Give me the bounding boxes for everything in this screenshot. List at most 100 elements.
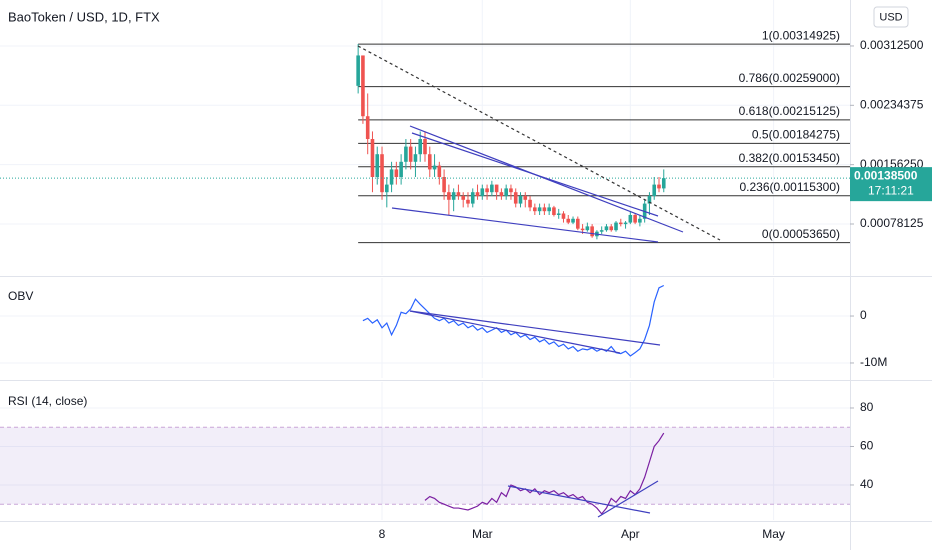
candle-body xyxy=(365,116,370,140)
y-tick-label: 60 xyxy=(860,439,874,453)
candle-body xyxy=(504,188,508,196)
candle-body xyxy=(547,207,551,212)
candle-body xyxy=(638,218,642,223)
candle-body xyxy=(647,195,652,204)
candle-body xyxy=(528,199,532,208)
candle-body xyxy=(380,154,384,193)
marks xyxy=(0,43,850,515)
trend-line xyxy=(391,207,659,243)
last-price-label: 0.00138500 xyxy=(854,168,918,182)
candle-body xyxy=(427,154,432,170)
fib-label: 1(0.00314925) xyxy=(762,28,840,42)
candle-body xyxy=(394,169,399,178)
candle-body xyxy=(418,139,423,155)
candle-body xyxy=(399,161,403,178)
candle-body xyxy=(408,146,413,162)
candle-body xyxy=(585,226,590,231)
candle-body xyxy=(499,192,504,196)
candle-body xyxy=(404,146,408,162)
candle-body xyxy=(461,195,466,200)
candle-body xyxy=(389,169,394,185)
candle-body xyxy=(542,207,547,212)
currency-button[interactable] xyxy=(873,6,909,28)
candle-body xyxy=(475,192,480,196)
candle-body xyxy=(361,55,365,117)
trend-line xyxy=(409,310,661,346)
candle-body xyxy=(623,222,628,225)
fib-label: 0.236(0.00115300) xyxy=(739,180,840,194)
candle-body xyxy=(652,184,657,196)
candle-body xyxy=(442,177,446,193)
candle-body xyxy=(571,218,575,223)
x-tick-label: Mar xyxy=(472,527,493,541)
candle-body xyxy=(447,192,451,200)
candle-body xyxy=(470,192,475,204)
candle-body xyxy=(485,188,489,193)
candle-body xyxy=(576,218,580,229)
last-price-tag xyxy=(850,167,932,202)
candle-body xyxy=(456,192,461,196)
x-tick-label: Apr xyxy=(621,527,640,541)
candle-body xyxy=(633,214,637,223)
candle-body xyxy=(490,184,494,193)
candle-body xyxy=(614,222,618,231)
x-tick-label: 8 xyxy=(379,527,386,541)
candle-body xyxy=(356,55,360,86)
grid xyxy=(0,0,850,520)
candle-body xyxy=(580,228,585,231)
pane-title: RSI (14, close) xyxy=(8,394,87,408)
candle-body xyxy=(437,165,442,178)
trend-line xyxy=(507,485,651,514)
indicator-line xyxy=(362,284,665,357)
currency-label[interactable]: USD xyxy=(879,11,902,23)
y-tick-label: 80 xyxy=(860,400,874,414)
fib-label: 0(0.00053650) xyxy=(762,227,840,241)
candle-body xyxy=(375,154,380,178)
candle-body xyxy=(628,214,633,223)
candle-body xyxy=(599,230,604,232)
candle-body xyxy=(533,207,537,212)
candle-body xyxy=(661,178,666,189)
y-tick-label: 0.00234375 xyxy=(860,97,924,111)
trend-line xyxy=(409,310,621,354)
fib-label: 0.5(0.00184275) xyxy=(752,128,840,142)
candle-body xyxy=(432,165,437,170)
candle-body xyxy=(604,226,609,231)
candle-body xyxy=(618,222,623,225)
candle-body xyxy=(537,207,542,212)
candle-body xyxy=(370,139,375,178)
countdown-label: 17:11:21 xyxy=(868,183,914,197)
drawings xyxy=(357,45,721,518)
candle-body xyxy=(523,195,528,200)
candle-body xyxy=(494,184,499,193)
candle-body xyxy=(590,226,594,237)
candle-body xyxy=(413,154,418,162)
fib-label: 0.382(0.00153450) xyxy=(739,151,840,165)
y-tick-label: 0.00312500 xyxy=(860,38,924,52)
pane-title: OBV xyxy=(8,289,33,303)
candle-body xyxy=(552,207,556,215)
fib-label: 0.786(0.00259000) xyxy=(739,71,840,85)
x-tick-label: May xyxy=(762,527,785,541)
trend-line xyxy=(411,132,659,217)
rsi-band xyxy=(0,427,850,505)
candle-body xyxy=(513,192,518,204)
y-tick-label: 0 xyxy=(860,308,867,322)
trend-line xyxy=(597,480,659,518)
candle-body xyxy=(518,195,523,204)
candle-body xyxy=(451,192,456,200)
fib-label: 0.618(0.00215125) xyxy=(739,104,840,118)
candle-body xyxy=(657,184,661,189)
candle-body xyxy=(423,139,427,155)
candle-body xyxy=(561,213,566,219)
candle-body xyxy=(609,226,614,231)
chart-title: BaoToken / USD, 1D, FTX xyxy=(8,9,160,24)
candle-body xyxy=(384,184,389,193)
y-tick-label: 0.00078125 xyxy=(860,216,924,230)
candle-body xyxy=(566,218,571,223)
candle-body xyxy=(480,188,485,196)
candle-body xyxy=(466,199,470,204)
candle-body xyxy=(556,213,561,215)
